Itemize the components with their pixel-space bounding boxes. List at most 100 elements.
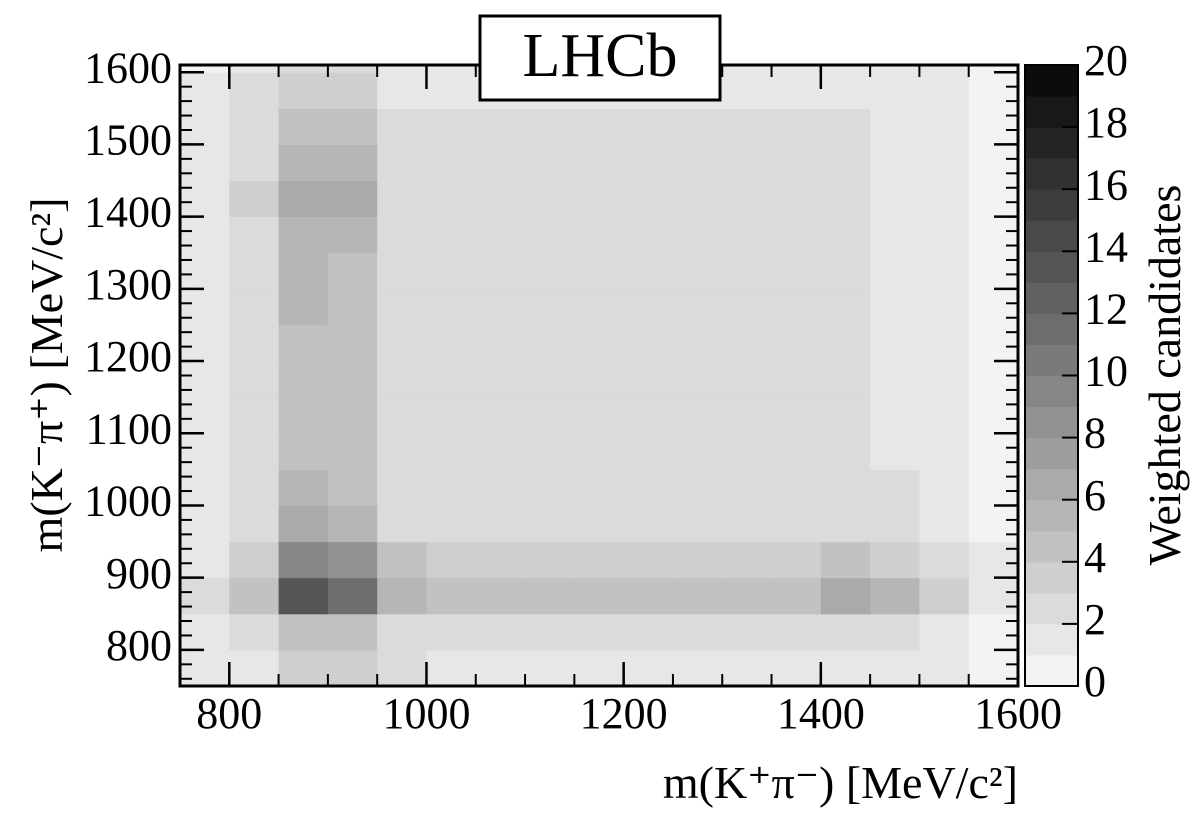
cell — [968, 541, 1019, 579]
cell — [672, 144, 723, 182]
cell — [722, 252, 773, 290]
cell — [623, 180, 674, 218]
cell — [574, 505, 625, 543]
cell — [229, 288, 280, 326]
cell — [968, 216, 1019, 254]
cell — [968, 577, 1019, 615]
y-tick-label: 1000 — [84, 477, 172, 526]
cell — [327, 144, 378, 182]
cell — [722, 541, 773, 579]
cell — [180, 65, 230, 73]
cell — [870, 505, 920, 543]
cell — [525, 216, 575, 254]
cell — [475, 433, 526, 470]
colorbar-tick-label: 16 — [1084, 160, 1128, 209]
cell — [377, 252, 427, 290]
cell — [870, 144, 920, 182]
cell — [525, 288, 575, 326]
cell — [426, 108, 477, 145]
cell — [771, 433, 822, 470]
cell — [377, 613, 427, 651]
cell — [426, 505, 477, 543]
cell — [278, 505, 329, 543]
cell — [229, 180, 280, 218]
annotation: LHCb — [523, 22, 678, 90]
cell — [623, 613, 674, 651]
colorbar-tick-label: 10 — [1084, 347, 1128, 396]
cell — [377, 65, 427, 73]
cell — [278, 65, 329, 73]
cell — [722, 65, 773, 73]
cell — [475, 541, 526, 579]
cell — [623, 324, 674, 362]
cell — [623, 469, 674, 506]
cell — [180, 180, 230, 218]
cell — [377, 433, 427, 470]
colorbar-band — [1025, 96, 1078, 128]
x-tick-label: 1400 — [777, 689, 865, 738]
cell — [771, 252, 822, 290]
cell — [623, 577, 674, 615]
y-tick-label: 1100 — [86, 404, 172, 453]
cell — [820, 324, 871, 362]
cell — [672, 108, 723, 145]
cell — [525, 577, 575, 615]
cell — [229, 108, 280, 145]
cell — [870, 397, 920, 434]
x-axis-label: m(K⁺π⁻) [MeV/c²] — [663, 757, 1018, 808]
cell — [327, 649, 378, 687]
cell — [278, 180, 329, 218]
cell — [672, 613, 723, 651]
cell — [672, 288, 723, 326]
cell — [968, 252, 1019, 290]
cell — [180, 324, 230, 362]
cell — [574, 649, 625, 687]
cell — [475, 577, 526, 615]
cell — [968, 108, 1019, 145]
cell — [327, 216, 378, 254]
cell — [672, 180, 723, 218]
cell — [870, 613, 920, 651]
colorbar-tick-label: 8 — [1084, 409, 1106, 458]
cell — [180, 649, 230, 687]
cell — [525, 397, 575, 434]
cell — [919, 180, 970, 218]
cell — [870, 577, 920, 615]
cell — [771, 288, 822, 326]
cell — [525, 469, 575, 506]
cell — [278, 361, 329, 398]
colorbar-band — [1025, 220, 1078, 252]
cell — [327, 469, 378, 506]
y-tick-label: 1500 — [84, 116, 172, 165]
cell — [820, 613, 871, 651]
cell — [426, 613, 477, 651]
cell — [377, 324, 427, 362]
cell — [722, 180, 773, 218]
cell — [525, 144, 575, 182]
cell — [722, 469, 773, 506]
cell — [623, 649, 674, 687]
cell — [327, 288, 378, 326]
cell — [870, 361, 920, 398]
cell — [426, 397, 477, 434]
cell — [278, 108, 329, 145]
cell — [377, 216, 427, 254]
cell — [623, 108, 674, 145]
colorbar-band — [1025, 592, 1078, 625]
cell — [574, 577, 625, 615]
colorbar-tick-label: 12 — [1084, 284, 1128, 333]
cell — [771, 397, 822, 434]
cell — [771, 144, 822, 182]
cell — [722, 613, 773, 651]
cell — [820, 469, 871, 506]
colorbar-tick-label: 0 — [1084, 657, 1106, 706]
cell — [377, 180, 427, 218]
cell — [475, 397, 526, 434]
cell — [426, 469, 477, 506]
cell — [771, 361, 822, 398]
cell — [574, 324, 625, 362]
cell — [574, 541, 625, 579]
cell — [870, 216, 920, 254]
y-tick-label: 800 — [106, 621, 172, 670]
